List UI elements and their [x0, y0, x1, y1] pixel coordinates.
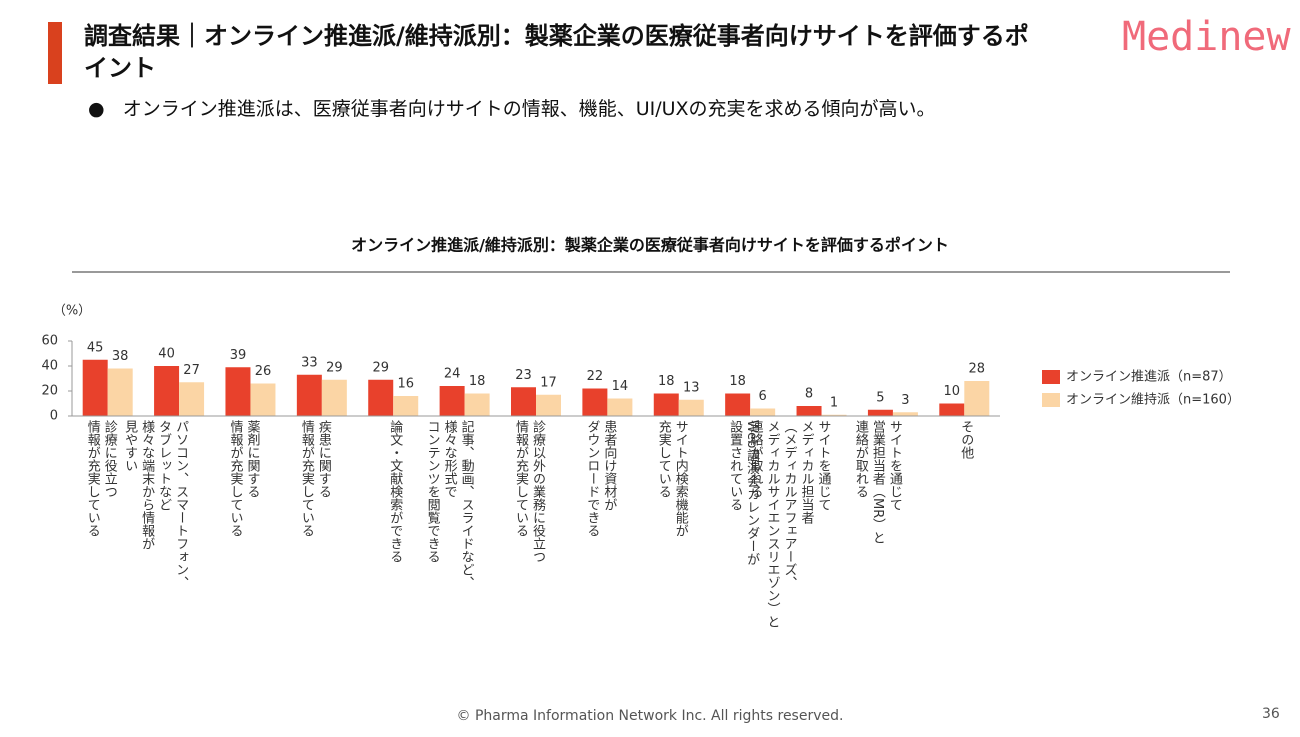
data-label: 3 — [901, 393, 909, 408]
legend-label: オンライン推進派（n=87） — [1066, 370, 1232, 385]
bar — [725, 393, 751, 416]
bar — [582, 388, 608, 416]
data-label: 6 — [759, 389, 767, 404]
bar — [536, 394, 561, 416]
y-tick-label: 0 — [50, 409, 58, 424]
data-label: 17 — [540, 375, 557, 390]
x-tick-label: 論文・文献検索ができる — [387, 420, 403, 563]
bar — [939, 403, 965, 416]
bar — [464, 393, 490, 416]
legend-swatch — [1042, 393, 1060, 407]
data-label: 1 — [830, 395, 838, 410]
legend-label: オンライン維持派（n=160） — [1066, 393, 1240, 408]
data-label: 40 — [158, 347, 175, 362]
x-tick-label: その他 — [958, 420, 974, 459]
legend-swatch — [1042, 370, 1060, 384]
data-label: 39 — [230, 348, 247, 363]
x-tick-label: 疾患に関する 情報が充実している — [298, 420, 331, 537]
data-label: 27 — [183, 363, 200, 378]
data-label: 13 — [683, 380, 700, 395]
data-label: 28 — [969, 362, 986, 377]
data-label: 18 — [729, 374, 746, 389]
x-tick-label: サイトを通じて 営業担当者（MR）と 連絡が取れる — [852, 420, 902, 545]
bar — [750, 408, 776, 416]
data-label: 23 — [515, 368, 532, 383]
data-label: 5 — [876, 390, 884, 405]
bullet: ● オンライン推進派は、医療従事者向けサイトの情報、機能、UI/UXの充実を求め… — [88, 98, 936, 120]
x-tick-label: サイト内検索機能が 充実している — [655, 420, 688, 537]
data-label: 33 — [301, 355, 318, 370]
data-label: 14 — [612, 379, 629, 394]
y-tick-label: 60 — [41, 334, 58, 349]
accent-bar — [48, 22, 62, 84]
data-label: 16 — [397, 377, 414, 392]
x-tick-label: サイトを通じて メディカル担当者 （メディカルアフェアーズ、 メディカルサイエン… — [747, 420, 831, 628]
bar — [796, 406, 822, 416]
bar — [439, 386, 465, 416]
data-label: 10 — [944, 384, 961, 399]
bar — [82, 359, 108, 416]
bar — [678, 399, 704, 416]
bar — [867, 409, 893, 416]
bullet-text: オンライン推進派は、医療従事者向けサイトの情報、機能、UI/UXの充実を求める傾… — [122, 98, 936, 120]
x-tick-label: 薬剤に関する 情報が充実している — [227, 420, 260, 537]
copyright: © Pharma Information Network Inc. All ri… — [456, 708, 844, 724]
bar — [607, 398, 633, 416]
bar — [511, 387, 536, 416]
bar — [368, 379, 394, 416]
data-label: 18 — [469, 374, 486, 389]
x-tick-label: パソコン、スマートフォン、 タブレットなど 様々な端末から情報が 見やすい — [122, 420, 189, 589]
y-axis-label: （%） — [53, 304, 91, 319]
bar — [321, 379, 347, 416]
x-tick-label: 診療に役立つ 情報が充実している — [84, 420, 117, 537]
bar — [296, 374, 322, 416]
page-number: 36 — [1262, 706, 1280, 722]
data-label: 18 — [658, 374, 675, 389]
data-label: 22 — [587, 369, 604, 384]
bar — [653, 393, 679, 416]
data-label: 38 — [112, 349, 129, 364]
data-label: 26 — [255, 364, 272, 379]
bar — [250, 383, 276, 416]
data-label: 29 — [326, 360, 343, 375]
x-tick-label: 患者向け資材が ダウンロードできる — [584, 420, 617, 537]
chart-title: オンライン推進派/維持派別：製薬企業の医療従事者向けサイトを評価するポイント — [351, 236, 949, 255]
bar — [821, 414, 847, 416]
data-label: 8 — [805, 387, 813, 402]
data-label: 24 — [444, 367, 461, 382]
slide-title: 調査結果｜オンライン推進派/維持派別：製薬企業の医療従事者向けサイトを評価するポ… — [84, 22, 1029, 82]
x-tick-label: 記事、動画、スライドなど、 様々な形式で コンテンツを閲覧できる — [424, 420, 474, 589]
bar — [179, 382, 205, 416]
bar — [225, 367, 251, 416]
bar — [892, 412, 918, 416]
y-tick-label: 20 — [41, 384, 58, 399]
x-tick-label: 診療以外の業務に役立つ 情報が充実している — [513, 420, 545, 563]
logo: Medinew — [1122, 14, 1291, 60]
bar — [107, 368, 133, 416]
bar — [154, 366, 180, 416]
bar — [393, 396, 419, 416]
x-tick-label: Web講演会カレンダーが 設置されている — [727, 420, 760, 566]
y-tick-label: 40 — [41, 359, 58, 374]
data-label: 45 — [87, 340, 104, 355]
bar — [964, 381, 990, 416]
data-label: 29 — [372, 360, 389, 375]
